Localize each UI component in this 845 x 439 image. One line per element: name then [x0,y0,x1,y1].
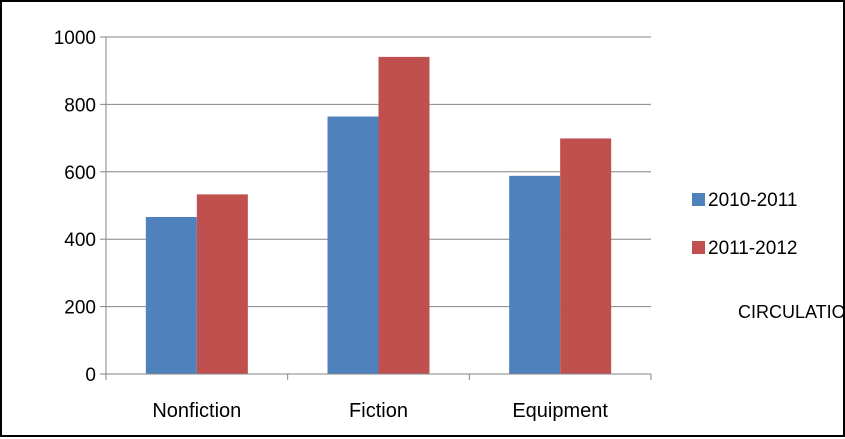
y-tick-label: 800 [64,95,96,116]
legend-swatch [692,241,705,254]
legend-swatch [692,193,705,206]
legend-label: 2011-2012 [708,238,797,259]
x-tick-label: Nonfiction [152,400,241,422]
y-tick-label: 400 [64,230,96,251]
y-tick-label: 0 [85,365,96,386]
bar-2011-2012-Fiction [378,56,430,375]
chart-annotation: CIRCULATION [738,302,845,322]
bar-2010-2011-Nonfiction [145,216,197,374]
y-tick-label: 600 [64,163,96,184]
bar-2010-2011-Fiction [327,116,379,375]
y-tick-label: 1000 [54,28,96,49]
bars [145,56,612,375]
legend: 2010-2011 2011-2012 [692,190,797,259]
y-tick-label: 200 [64,298,96,319]
bar-2011-2012-Equipment [560,138,612,374]
bar-2011-2012-Nonfiction [196,194,248,374]
bar-2010-2011-Equipment [509,175,561,374]
axes: 0 200 400 600 800 1000 Nonfiction Fiction Equipm… [54,28,652,422]
x-tick-label: Fiction [349,400,408,422]
legend-label: 2010-2011 [708,190,797,211]
x-tick-label: Equipment [512,400,608,422]
